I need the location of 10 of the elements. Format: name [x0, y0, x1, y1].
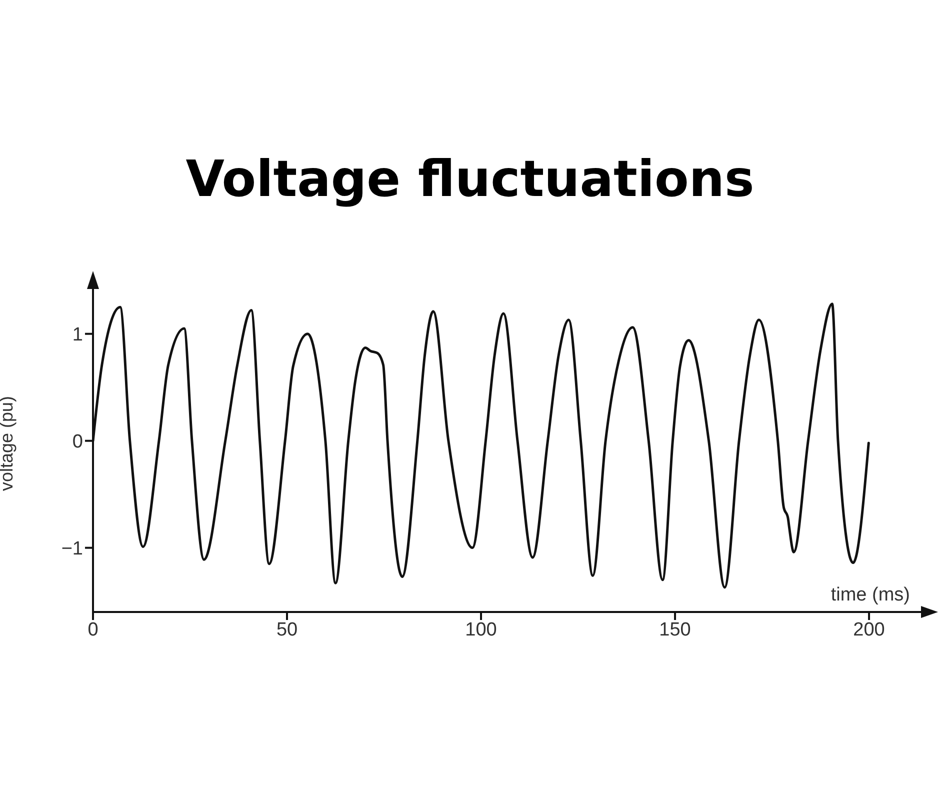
x-tick-label: 50	[276, 619, 298, 640]
chart-title: Voltage fluctuations	[184, 150, 756, 208]
y-tick-label: 0	[72, 432, 83, 453]
y-tick-label: −1	[61, 538, 83, 560]
x-tick-label: 150	[659, 619, 691, 640]
x-tick-label: 100	[465, 619, 497, 640]
x-axis-title: time (ms)	[830, 584, 910, 606]
y-tick-label: 1	[72, 324, 83, 346]
x-tick-label: 200	[853, 619, 885, 640]
x-tick-label: 0	[88, 619, 98, 640]
